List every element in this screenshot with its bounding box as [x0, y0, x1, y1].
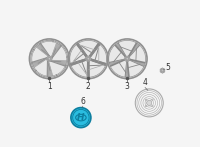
Circle shape	[145, 99, 147, 101]
Circle shape	[152, 105, 153, 107]
Circle shape	[85, 56, 91, 62]
Text: 6: 6	[80, 97, 85, 106]
Circle shape	[87, 58, 89, 60]
Circle shape	[126, 58, 128, 60]
Circle shape	[86, 57, 90, 61]
Text: 1: 1	[47, 82, 52, 91]
Circle shape	[71, 108, 91, 128]
Text: 2: 2	[86, 82, 91, 91]
Circle shape	[147, 100, 152, 105]
Circle shape	[47, 57, 51, 61]
Text: 5: 5	[166, 63, 171, 72]
Text: 4: 4	[143, 78, 147, 87]
Circle shape	[70, 41, 106, 77]
Circle shape	[145, 105, 147, 107]
Circle shape	[109, 41, 145, 77]
Circle shape	[32, 41, 67, 76]
Text: H: H	[77, 113, 85, 122]
Circle shape	[162, 70, 163, 71]
Circle shape	[48, 58, 50, 60]
Circle shape	[124, 56, 130, 62]
Circle shape	[152, 99, 153, 101]
Circle shape	[47, 56, 52, 62]
Text: 3: 3	[125, 82, 130, 91]
Circle shape	[125, 57, 129, 61]
